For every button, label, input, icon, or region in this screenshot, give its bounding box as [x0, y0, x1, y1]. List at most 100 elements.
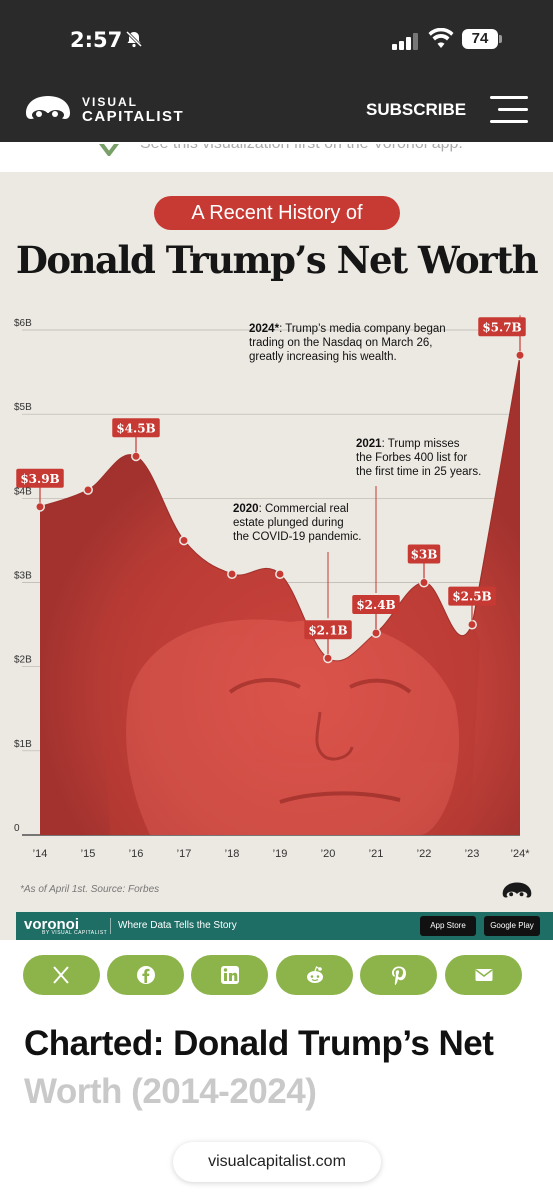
data-label-tag	[448, 586, 496, 606]
data-point	[467, 619, 477, 630]
visual-capitalist-mini-logo-icon	[500, 878, 534, 904]
nose-shape	[315, 711, 354, 761]
chart-ticks: 0 $1B $2B $3B $4B $5B $6B ’14 ’15 ’16 ’17 ’18 ’19 ’20…	[14, 318, 530, 860]
left-eye-shape	[228, 678, 301, 694]
data-label-tag	[478, 317, 526, 337]
x-tick-label: ’23	[465, 848, 480, 860]
annotation-line3: greatly increasing his wealth.	[249, 351, 397, 363]
pinterest-icon	[392, 966, 406, 985]
bell-slash-icon	[125, 30, 143, 53]
chart-footnote: *As of April 1st. Source: Forbes	[20, 884, 160, 895]
x-tick-label: ’16	[129, 848, 144, 860]
voronoi-logo: voronoi	[24, 916, 79, 933]
wifi-icon	[428, 27, 454, 50]
data-point	[275, 569, 285, 580]
linkedin-share-button[interactable]	[191, 955, 268, 995]
linkedin-icon	[221, 966, 239, 984]
voronoi-app-banner[interactable]: See this visualization first on the Voro…	[90, 144, 470, 158]
y-tick-label: 0	[14, 823, 20, 834]
email-icon	[475, 969, 493, 981]
y-tick-label: $1B	[14, 739, 32, 750]
x-tick-label: ’18	[225, 848, 240, 860]
mouth-shape	[279, 791, 401, 804]
x-tick-label: ’24*	[511, 848, 531, 860]
x-tick-label: ’19	[273, 848, 288, 860]
infographic: A Recent History of Donald Trump’s Net W…	[0, 172, 553, 940]
data-point	[371, 628, 381, 638]
y-tick-label: $5B	[14, 402, 32, 413]
facebook-icon	[137, 966, 155, 984]
chart-data-labels: $3.9B $4.5B $2.1B $2.4B $3B $2.5B $5.7B	[16, 317, 526, 655]
data-label-tag	[352, 595, 400, 614]
portrait-overlay	[100, 530, 480, 835]
logo-text-line1: VISUAL	[82, 95, 139, 109]
facebook-share-button[interactable]	[107, 955, 184, 995]
data-point	[323, 653, 333, 664]
url-bar[interactable]: visualcapitalist.com	[173, 1142, 381, 1182]
x-icon	[53, 966, 69, 984]
voronoi-byline: BY VISUAL CAPITALIST	[42, 930, 108, 936]
infographic-pill-label: A Recent History of	[154, 196, 400, 230]
divider	[110, 918, 111, 934]
status-bar: 2:57 74	[0, 0, 553, 80]
battery-tip	[499, 35, 502, 43]
data-label-tag	[407, 544, 441, 564]
annotation-line1: 2024*: Trump’s media company began	[249, 323, 446, 335]
voronoi-tagline: Where Data Tells the Story	[118, 920, 237, 931]
annotation-line3: the first time in 25 years.	[356, 466, 481, 478]
face-shapes	[100, 530, 480, 835]
data-label: $2.1B	[308, 623, 347, 637]
voronoi-leaf-icon	[98, 144, 120, 158]
data-label: $5.7B	[482, 320, 521, 334]
x-tick-label: ’21	[369, 848, 384, 860]
chart-annotations: 2024*: Trump’s media company began tradin…	[233, 323, 481, 543]
x-tick-label: ’14	[33, 848, 48, 860]
y-tick-label: $4B	[14, 486, 32, 497]
data-point	[227, 569, 237, 580]
article-title-line1: Charted: Donald Trump’s Net	[24, 1024, 494, 1063]
net-worth-chart: $3.9B $4.5B $2.1B $2.4B $3B $2.5B $5.7B 0 $1B $2…	[14, 315, 530, 860]
pinterest-share-button[interactable]	[360, 955, 437, 995]
infographic-headline: Donald Trump’s Net Worth	[15, 238, 539, 282]
right-eye-shape	[349, 678, 412, 694]
x-tick-label: ’20	[321, 848, 336, 860]
y-tick-label: $2B	[14, 655, 32, 666]
annotation-line1: 2020: Commercial real	[233, 503, 349, 515]
y-tick-label: $3B	[14, 571, 32, 582]
data-point	[515, 350, 525, 361]
data-label-tag	[16, 468, 64, 488]
annotation-line3: the COVID-19 pandemic.	[233, 531, 361, 543]
data-label: $2.4B	[356, 598, 395, 612]
site-header: VISUAL CAPITALIST SUBSCRIBE	[0, 80, 553, 142]
cellular-signal-icon	[392, 32, 420, 50]
voronoi-banner-text: See this visualization first on the Voro…	[140, 144, 463, 153]
reddit-share-button[interactable]	[276, 955, 353, 995]
google-play-badge[interactable]: Google Play	[484, 916, 540, 936]
y-tick-label: $6B	[14, 318, 32, 329]
annotation-line2: estate plunged during	[233, 517, 344, 529]
article-title-line2: Worth (2014-2024)	[24, 1072, 317, 1111]
data-point	[131, 451, 141, 462]
battery-icon: 74	[462, 29, 498, 49]
data-label-tag	[304, 620, 352, 640]
article-title: Charted: Donald Trump’s Net Worth (2014-…	[24, 1020, 534, 1116]
data-label-tag	[112, 418, 160, 438]
annotation-line2: the Forbes 400 list for	[356, 452, 467, 464]
x-tick-label: ’15	[81, 848, 96, 860]
reddit-icon	[307, 966, 323, 983]
data-point	[83, 484, 93, 495]
x-tick-label: ’22	[417, 848, 432, 860]
voronoi-footer-bar: voronoi BY VISUAL CAPITALIST Where Data …	[16, 912, 553, 940]
data-point	[419, 577, 429, 588]
app-store-badge[interactable]: App Store	[420, 916, 476, 936]
annotation-line2: trading on the Nasdaq on March 26,	[249, 337, 432, 349]
hamburger-menu-icon[interactable]	[490, 96, 530, 124]
email-share-button[interactable]	[445, 955, 522, 995]
subscribe-button[interactable]: SUBSCRIBE	[366, 100, 467, 119]
data-point	[35, 501, 45, 512]
data-label: $4.5B	[116, 421, 155, 435]
status-time: 2:57	[70, 28, 123, 52]
data-label: $2.5B	[452, 590, 491, 604]
visual-capitalist-logo-icon[interactable]	[22, 89, 74, 129]
x-share-button[interactable]	[23, 955, 100, 995]
